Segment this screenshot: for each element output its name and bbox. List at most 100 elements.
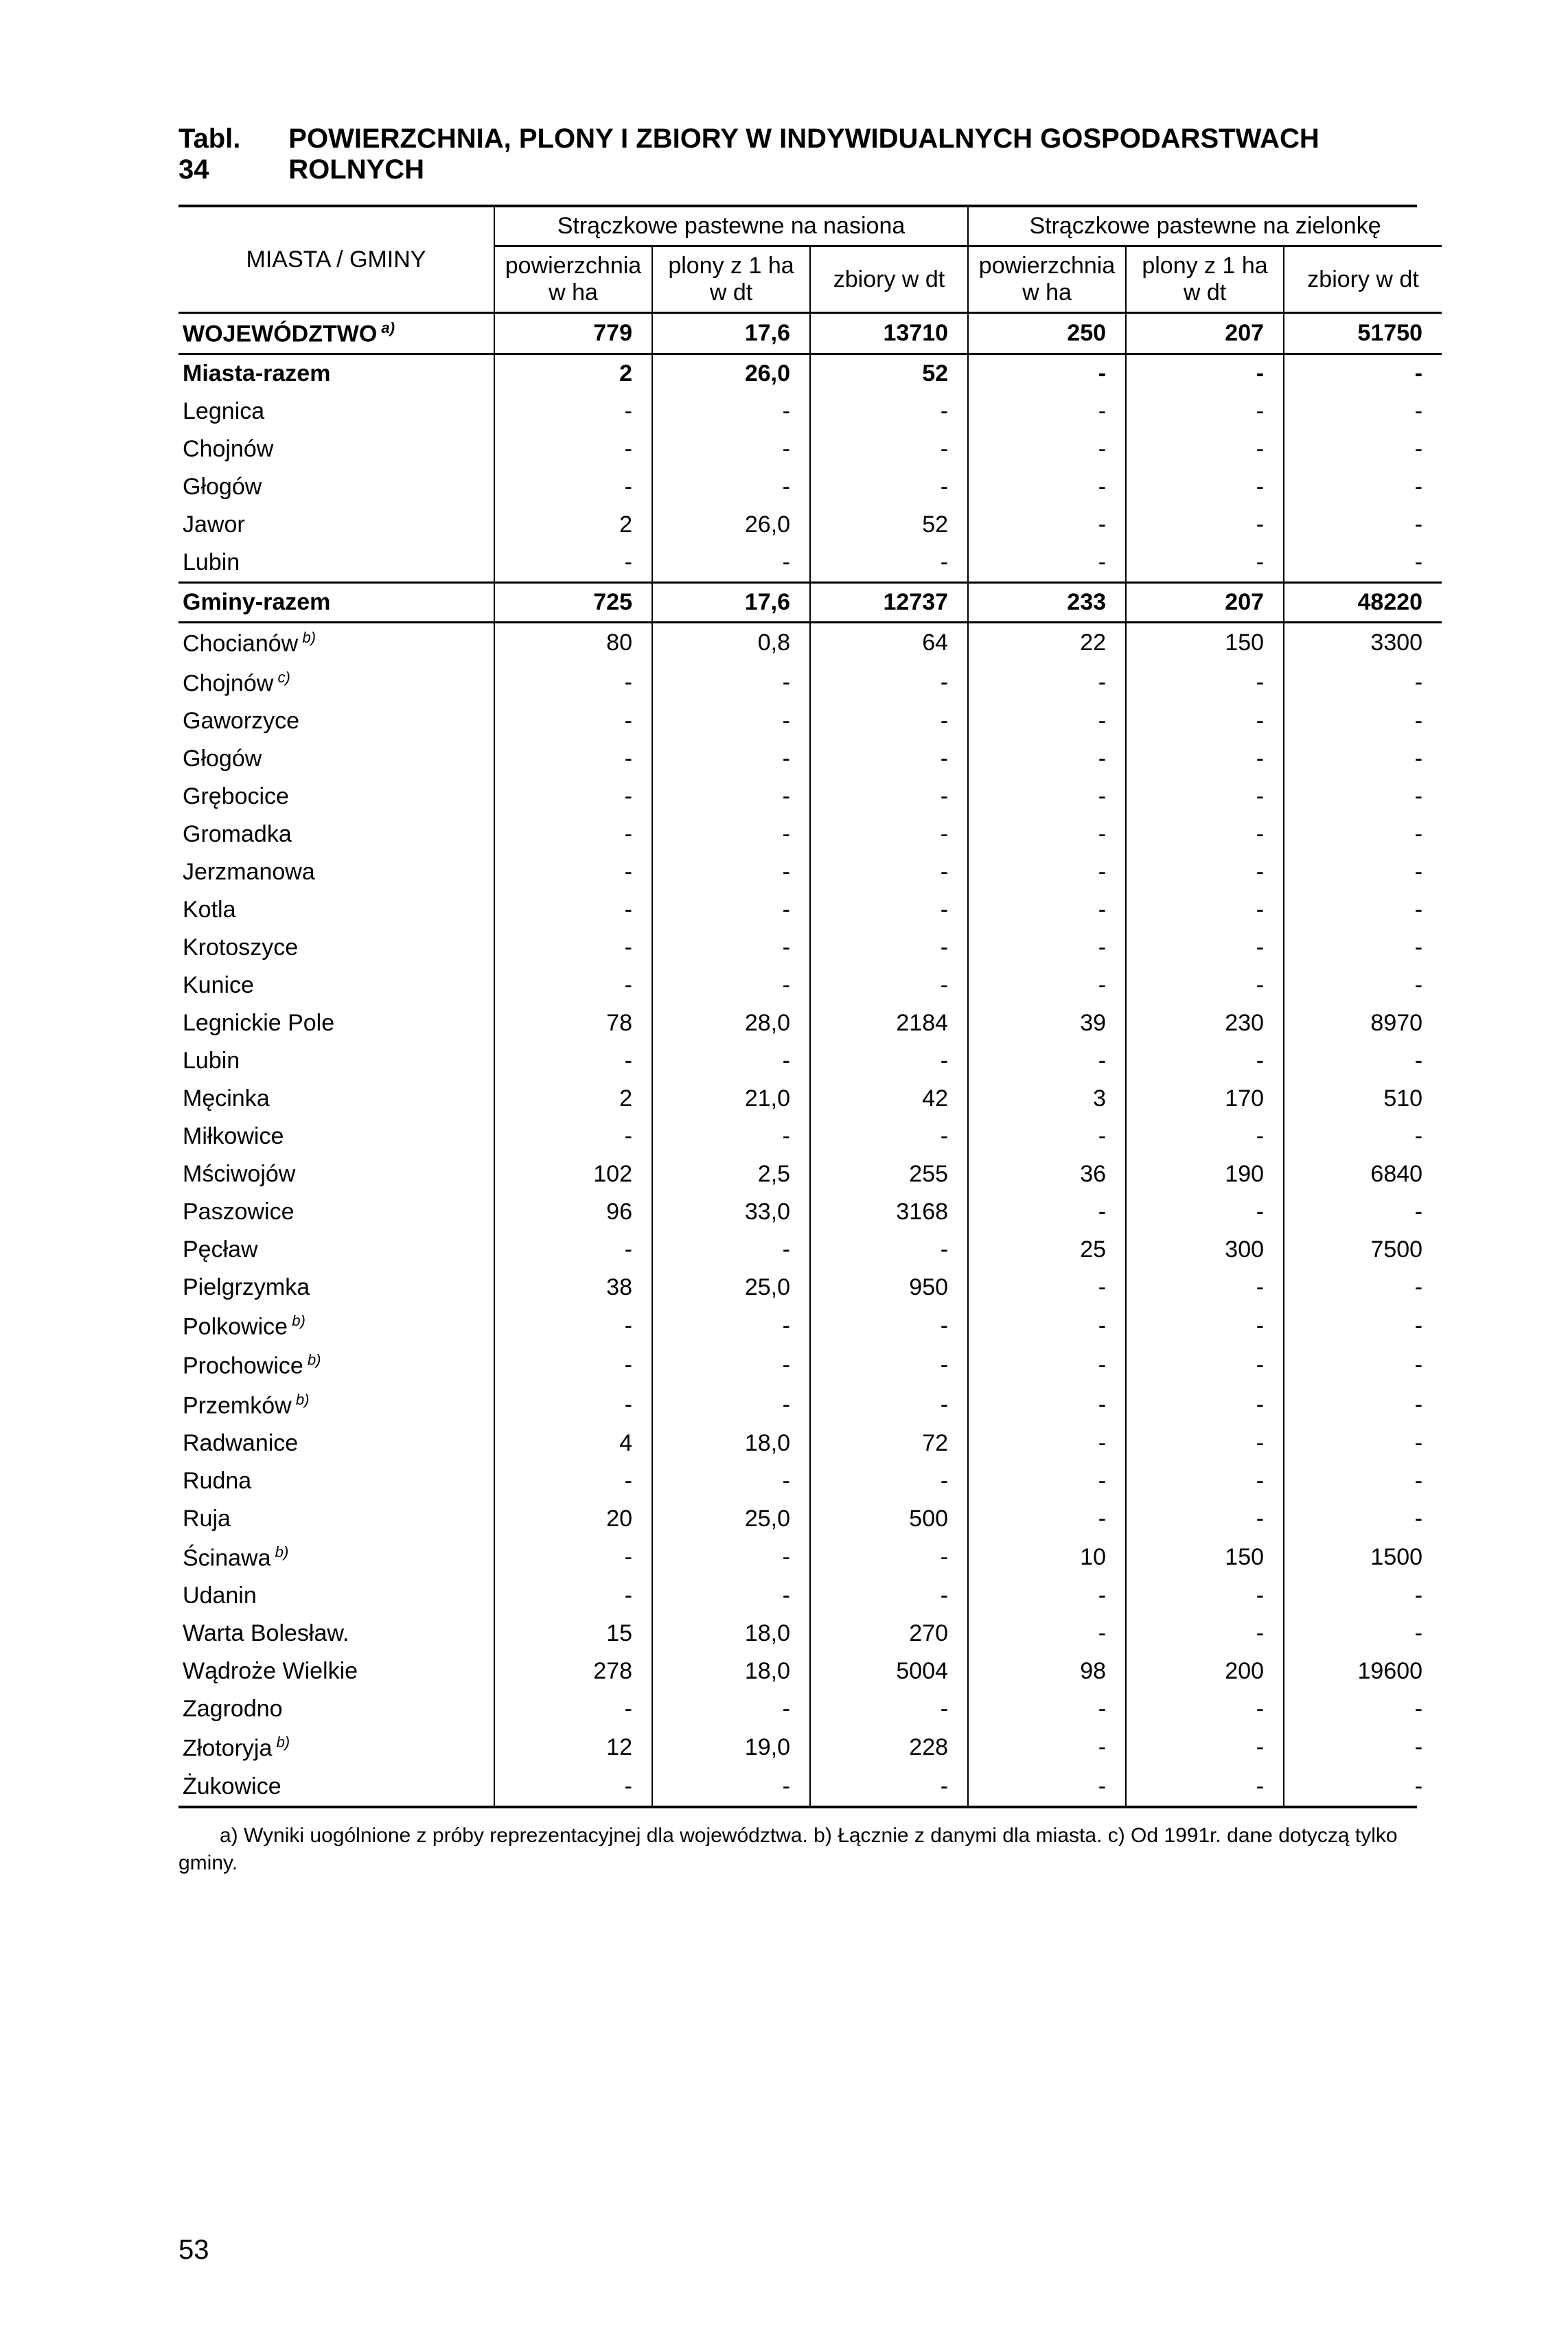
cell: - [494,1042,652,1080]
table-row: Chojnów------ [178,430,1442,468]
cell: - [1284,393,1442,430]
row-label: Warta Bolesław. [178,1615,494,1653]
row-label: Mściwojów [178,1155,494,1193]
cell: - [968,929,1126,967]
cell: 207 [1126,583,1284,623]
cell: - [1284,1728,1442,1767]
cell: 230 [1126,1004,1284,1042]
row-label: Krotoszyce [178,929,494,967]
cell: - [810,816,968,853]
sub-header-6: zbiory w dt [1284,246,1442,313]
cell: 12737 [810,583,968,623]
cell: - [968,468,1126,506]
cell: - [652,393,810,430]
row-label: Męcinka [178,1080,494,1118]
cell: - [1126,506,1284,544]
cell: - [968,1615,1126,1653]
row-label: Ścinawa b) [178,1538,494,1577]
cell: - [968,891,1126,929]
table-title: POWIERZCHNIA, PLONY I ZBIORY W INDYWIDUA… [288,124,1417,185]
row-label: Pielgrzymka [178,1269,494,1307]
cell: 78 [494,1004,652,1042]
cell: 7500 [1284,1231,1442,1269]
table-row: Mściwojów1022,5255361906840 [178,1155,1442,1193]
cell: - [652,702,810,740]
cell: - [1284,1042,1442,1080]
cell: - [1284,816,1442,853]
cell: - [968,853,1126,891]
table-row: Chocianów b)800,864221503300 [178,623,1442,663]
cell: 170 [1126,1080,1284,1118]
cell: - [968,393,1126,430]
table-row: Paszowice9633,03168--- [178,1193,1442,1231]
cell: - [1284,1462,1442,1500]
row-label: Grębocice [178,778,494,816]
cell: 0,8 [652,623,810,663]
cell: - [1126,1385,1284,1425]
row-label: Polkowice b) [178,1307,494,1346]
cell: - [1126,929,1284,967]
table-row: Męcinka221,0423170510 [178,1080,1442,1118]
cell: 300 [1126,1231,1284,1269]
table-row: Wądroże Wielkie27818,050049820019600 [178,1653,1442,1690]
cell: - [810,853,968,891]
cell: - [968,702,1126,740]
table-row: Lubin------ [178,544,1442,583]
table-row: Głogów------ [178,740,1442,778]
cell: 19600 [1284,1653,1442,1690]
cell: - [810,1231,968,1269]
cell: - [1126,1118,1284,1155]
table-row: Polkowice b)------ [178,1307,1442,1346]
table-row: Prochowice b)------ [178,1346,1442,1385]
cell: - [652,1690,810,1728]
cell: - [1126,393,1284,430]
cell: - [968,1385,1126,1425]
cell: - [1126,1690,1284,1728]
cell: 64 [810,623,968,663]
cell: 52 [810,506,968,544]
sub-header-1: powierzchnia w ha [494,246,652,313]
cell: - [968,1500,1126,1538]
cell: 96 [494,1193,652,1231]
row-label: Wądroże Wielkie [178,1653,494,1690]
table-row: Złotoryja b)1219,0228--- [178,1728,1442,1767]
cell: 21,0 [652,1080,810,1118]
cell: - [1126,967,1284,1004]
cell: - [652,430,810,468]
page-number: 53 [178,2235,209,2266]
cell: - [968,430,1126,468]
cell: - [968,544,1126,583]
sub-header-4: powierzchnia w ha [968,246,1126,313]
cell: 26,0 [652,506,810,544]
table-row: Jerzmanowa------ [178,853,1442,891]
row-label: Złotoryja b) [178,1728,494,1767]
cell: - [1126,1042,1284,1080]
cell: - [494,663,652,702]
table-header: MIASTA / GMINY Strączkowe pastewne na na… [178,207,1442,313]
cell: - [1284,544,1442,583]
cell: - [1284,1346,1442,1385]
row-label: Rudna [178,1462,494,1500]
cell: 3 [968,1080,1126,1118]
cell: 190 [1126,1155,1284,1193]
cell: - [494,393,652,430]
cell: - [494,929,652,967]
cell: - [494,1768,652,1806]
cell: - [652,1042,810,1080]
cell: - [1284,1269,1442,1307]
cell: 18,0 [652,1653,810,1690]
cell: - [494,891,652,929]
cell: 6840 [1284,1155,1442,1193]
data-table: MIASTA / GMINY Strączkowe pastewne na na… [178,207,1442,1806]
cell: 22 [968,623,1126,663]
sub-header-2: plony z 1 ha w dt [652,246,810,313]
cell: - [810,1385,968,1425]
cell: 18,0 [652,1425,810,1462]
cell: - [968,816,1126,853]
cell: - [968,1577,1126,1615]
row-label: Pęcław [178,1231,494,1269]
cell: 98 [968,1653,1126,1690]
cell: 51750 [1284,313,1442,354]
row-label: Jawor [178,506,494,544]
cell: - [1126,1728,1284,1767]
